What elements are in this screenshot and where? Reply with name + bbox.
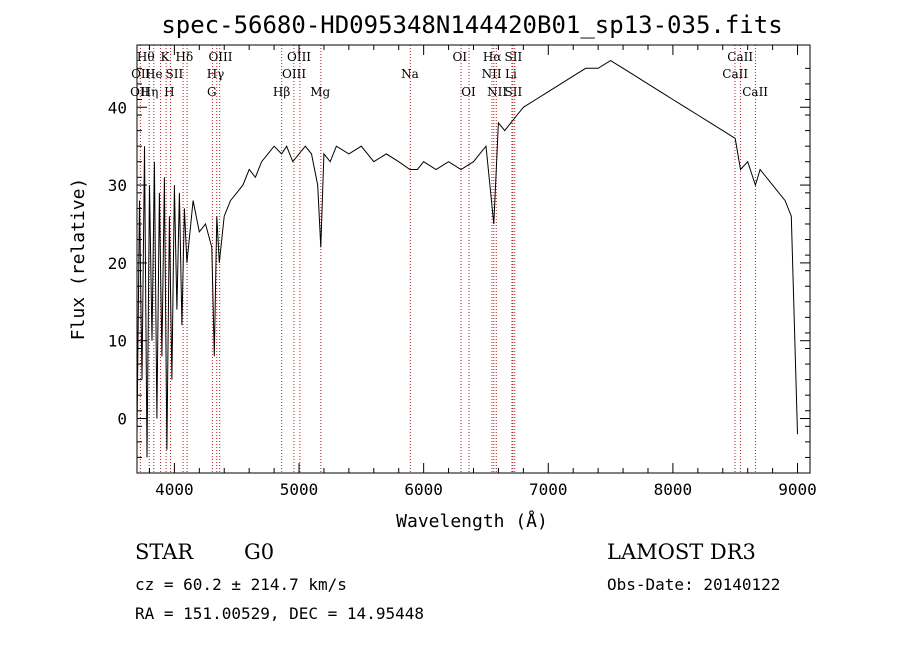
- chart-title: spec-56680-HD095348N144420B01_sp13-035.f…: [161, 11, 782, 39]
- line-label-23: Mg: [310, 85, 330, 99]
- line-label-21: G: [207, 85, 217, 99]
- line-label-20: H: [164, 85, 174, 99]
- line-label-4: OIII: [287, 50, 311, 64]
- line-label-18: OII: [130, 85, 150, 99]
- x-tick-label-7000: 7000: [529, 480, 568, 499]
- y-tick-label-10: 10: [108, 332, 127, 351]
- flux-series: [136, 60, 798, 458]
- y-tick-label-20: 20: [108, 254, 127, 273]
- line-label-1: K: [161, 50, 171, 64]
- x-tick-label-8000: 8000: [654, 480, 693, 499]
- redshift-cz: cz = 60.2 ± 214.7 km/s: [135, 575, 347, 594]
- line-label-3: OIII: [208, 50, 232, 64]
- line-label-0: Hθ: [137, 50, 155, 64]
- line-label-5: OI: [453, 50, 468, 64]
- spectral-line-markers: [139, 45, 756, 473]
- line-label-8: CaII: [727, 50, 753, 64]
- line-label-27: CaII: [742, 85, 768, 99]
- line-label-2: Hδ: [176, 50, 194, 64]
- coordinates: RA = 151.00529, DEC = 14.95448: [135, 604, 424, 623]
- line-label-14: Na: [401, 67, 419, 81]
- y-tick-label-30: 30: [108, 176, 127, 195]
- plot-frame: [136, 44, 811, 474]
- line-label-9: OII: [131, 67, 151, 81]
- y-tick-label-0: 0: [117, 410, 127, 429]
- line-label-11: SII: [166, 67, 184, 81]
- line-label-15: NII: [482, 67, 502, 81]
- line-label-25: NII: [487, 85, 507, 99]
- line-label-16: Li: [505, 67, 517, 81]
- object-subclass: G0: [244, 540, 275, 564]
- x-tick-label-6000: 6000: [404, 480, 443, 499]
- series-flux: [136, 60, 798, 458]
- x-axis-label: Wavelength (Å): [396, 510, 548, 532]
- y-axis-label: Flux (relative): [68, 178, 89, 341]
- x-tick-label-4000: 4000: [155, 480, 194, 499]
- x-tick-label-9000: 9000: [778, 480, 817, 499]
- line-label-6: Hα: [483, 50, 502, 64]
- y-tick-label-40: 40: [108, 98, 127, 117]
- line-label-12: Hγ: [207, 67, 225, 81]
- line-label-24: OI: [461, 85, 476, 99]
- survey-name: LAMOST DR3: [607, 540, 756, 564]
- line-label-19: Hη: [141, 85, 159, 99]
- line-label-13: OIII: [282, 67, 306, 81]
- axis-ticks: 4000 5000 6000 7000 8000 9000 0 10 20 30 40: [108, 45, 817, 499]
- x-tick-label-5000: 5000: [280, 480, 319, 499]
- line-label-7: SII: [505, 50, 523, 64]
- line-label-26: SII: [505, 85, 523, 99]
- line-label-10: He: [145, 67, 163, 81]
- line-label-17: CaII: [722, 67, 748, 81]
- object-class: STAR: [135, 540, 194, 564]
- line-label-22: Hβ: [273, 85, 290, 99]
- observation-date: Obs-Date: 20140122: [607, 575, 781, 594]
